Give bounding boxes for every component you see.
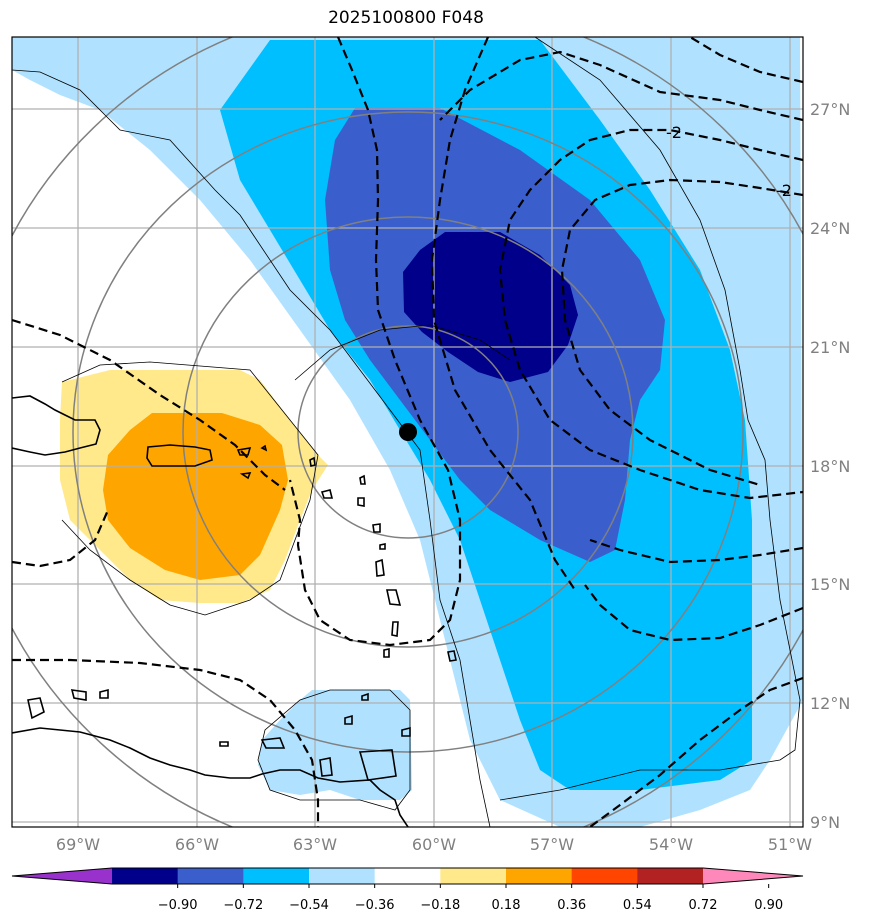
colorbar-tick-label: −0.72 (223, 898, 263, 913)
colorbar-tick-label: 0.72 (689, 898, 718, 913)
colorbar-tick-label: −0.36 (355, 898, 395, 913)
colorbar-segment (243, 868, 310, 884)
colorbar-segment (309, 868, 376, 884)
colorbar-tick-label: 0.90 (754, 898, 783, 913)
longitude-labels: 69°W 66°W 63°W 60°W 57°W 54°W 51°W (56, 835, 812, 854)
lon-label: 66°W (175, 835, 219, 854)
colorbar-extend-low (12, 868, 112, 884)
colorbar-tick-label: 0.18 (492, 898, 521, 913)
colorbar-tick-label: −0.54 (289, 898, 329, 913)
boundary-lines (12, 37, 801, 827)
lon-label: 57°W (530, 835, 574, 854)
lon-label: 60°W (412, 835, 456, 854)
south-america-coast (12, 727, 409, 827)
colorbar-tick-label: −0.90 (158, 898, 198, 913)
colorbar-segment (637, 868, 704, 884)
lon-label: 54°W (649, 835, 693, 854)
colorbar-segment (440, 868, 507, 884)
contour-label-1: -2 (666, 123, 682, 142)
lat-label: 24°N (810, 219, 850, 238)
range-rings (12, 37, 803, 827)
colorbar-segment (177, 868, 244, 884)
lat-label: 21°N (810, 338, 850, 357)
colorbar-segment (506, 868, 573, 884)
contour-label-2: -2 (776, 181, 792, 200)
colorbar-extend-high (703, 868, 803, 884)
colorbar-tick-label: 0.54 (623, 898, 652, 913)
colorbar-segment (112, 868, 179, 884)
lat-label: 18°N (810, 457, 850, 476)
colorbar-segment (374, 868, 441, 884)
latitude-labels: 27°N 24°N 21°N 18°N 15°N 12°N 9°N (810, 100, 850, 832)
dashed-contours (12, 37, 803, 827)
map-title: 2025100800 F048 (328, 8, 484, 28)
lat-label: 9°N (810, 813, 840, 832)
colorbar-tick-label: 0.36 (557, 898, 586, 913)
map-area (12, 37, 803, 827)
colorbar: −0.90 −0.72 −0.54 −0.36 −0.18 0.18 0.36 0.54 0.7… (11, 867, 804, 913)
puerto-rico-coast (146, 444, 213, 467)
lat-label: 12°N (810, 694, 850, 713)
map-frame (11, 36, 804, 828)
hispaniola-coast (12, 395, 101, 456)
colorbar-tick-label: −0.18 (420, 898, 460, 913)
lon-label: 51°W (768, 835, 812, 854)
lon-label: 63°W (293, 835, 337, 854)
lat-label: 15°N (810, 575, 850, 594)
colorbar-outline (11, 867, 804, 885)
lon-label: 69°W (56, 835, 100, 854)
colorbar-segment (571, 868, 638, 884)
lat-label: 27°N (810, 100, 850, 119)
storm-center-marker (399, 423, 417, 441)
coastlines (12, 395, 457, 827)
anomaly-navy-core (403, 232, 578, 382)
